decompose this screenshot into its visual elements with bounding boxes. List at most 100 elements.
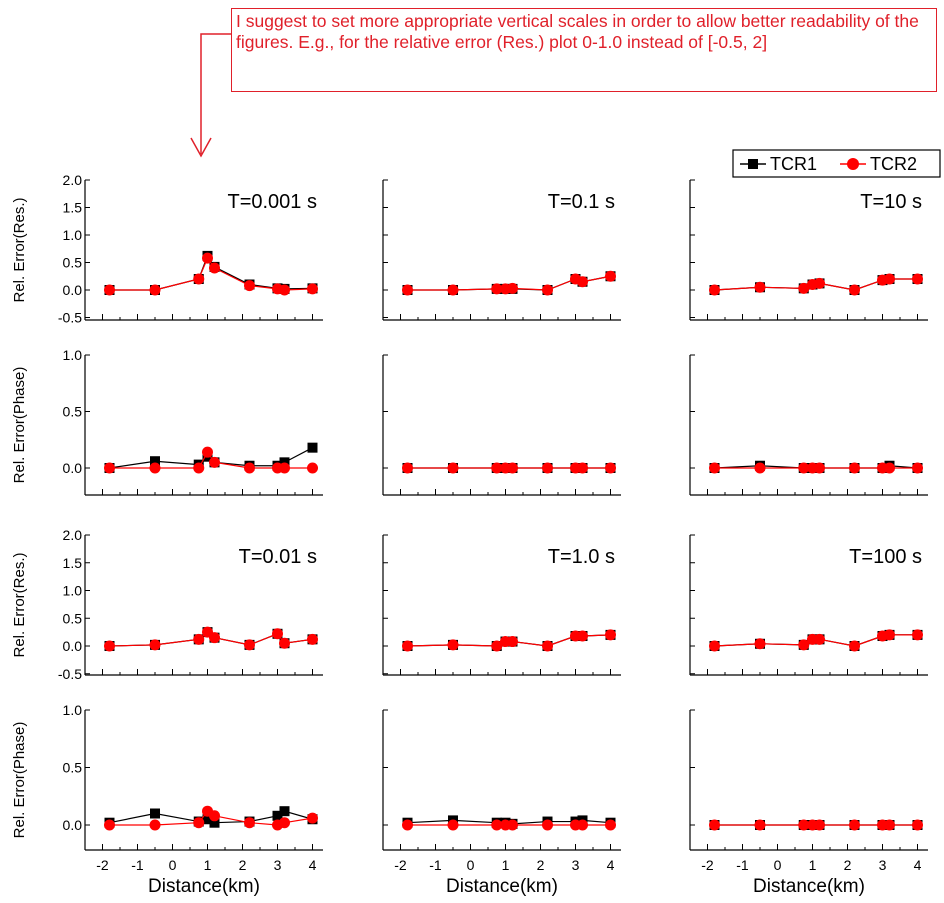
point-tcr2 [577, 630, 588, 642]
y-tick-label: 0.0 [63, 460, 83, 476]
point-tcr1 [279, 457, 290, 468]
panel-label: T=1.0 s [548, 546, 615, 568]
point-tcr2 [209, 810, 220, 822]
y-tick-label: 1.5 [63, 555, 83, 571]
point-tcr2 [279, 462, 290, 474]
point-tcr2 [307, 283, 318, 295]
point-tcr2 [814, 277, 825, 289]
y-tick-label: 0.5 [63, 404, 83, 420]
x-tick-label: 4 [914, 857, 922, 873]
point-tcr2 [491, 819, 503, 831]
point-tcr2 [149, 819, 161, 831]
point-tcr2 [605, 629, 616, 641]
point-tcr2 [279, 817, 290, 829]
point-tcr2 [402, 819, 413, 831]
x-tick-label: 0 [467, 857, 475, 873]
point-tcr2 [149, 462, 161, 474]
y-axis-label-row-0: Rel. Error(Res.) [11, 197, 28, 302]
point-tcr2 [577, 276, 588, 288]
point-tcr2 [202, 446, 213, 458]
panel-r3-c2: -2 -1 0 1 2 3 4 Distance(km) [689, 709, 928, 897]
panel-r1-c1 [382, 354, 621, 496]
point-tcr2 [104, 284, 115, 296]
point-tcr2 [244, 280, 255, 292]
point-tcr2 [307, 812, 318, 824]
point-tcr2 [202, 252, 213, 264]
point-tcr2 [754, 819, 766, 831]
x-tick-label: 3 [572, 857, 580, 873]
point-tcr2 [193, 817, 205, 829]
y-tick-label: -0.5 [58, 666, 82, 682]
point-tcr2 [849, 462, 860, 474]
point-tcr2 [912, 273, 923, 285]
point-tcr2 [447, 639, 459, 651]
y-tick-label: 1.0 [63, 347, 83, 363]
y-tick-label: 1.0 [63, 702, 83, 718]
y-tick-label: 0.5 [63, 610, 83, 626]
panel-r2-c2: T=100 s [689, 534, 928, 676]
point-tcr2 [605, 270, 616, 282]
point-tcr2 [272, 628, 283, 640]
legend-label-tcr1: TCR1 [770, 154, 817, 174]
point-tcr2 [402, 284, 413, 296]
point-tcr2 [709, 462, 720, 474]
point-tcr2 [507, 636, 518, 648]
point-tcr2 [402, 640, 413, 652]
review-comment-box: I suggest to set more appropriate vertic… [231, 8, 937, 92]
point-tcr2 [884, 273, 895, 285]
x-tick-label: 3 [274, 857, 282, 873]
legend-marker-tcr1 [748, 159, 758, 169]
point-tcr2 [447, 462, 459, 474]
x-tick-label: -2 [701, 857, 714, 873]
y-tick-label: 0.0 [63, 638, 83, 654]
x-tick-label: -1 [429, 857, 442, 873]
point-tcr2 [912, 462, 923, 474]
x-axis-label: Distance(km) [753, 876, 865, 897]
panel-r0-c0: 2.0 1.5 1.0 0.5 0.0 -0.5 T=0.001 s [58, 172, 323, 326]
point-tcr2 [577, 462, 588, 474]
point-tcr2 [104, 819, 115, 831]
x-tick-label: -1 [131, 857, 144, 873]
y-axis-label-row-2: Rel. Error(Res.) [11, 552, 28, 657]
point-tcr1 [307, 442, 318, 453]
point-tcr2 [884, 819, 895, 831]
legend-marker-tcr2 [847, 158, 859, 170]
point-tcr2 [754, 281, 766, 293]
point-tcr2 [814, 633, 825, 645]
point-tcr2 [754, 638, 766, 650]
legend-label-tcr2: TCR2 [870, 154, 917, 174]
y-tick-label: 1.0 [63, 227, 83, 243]
point-tcr2 [709, 284, 720, 296]
point-tcr2 [814, 819, 825, 831]
point-tcr1 [150, 456, 160, 467]
panel-label: T=10 s [860, 191, 922, 213]
review-comment-text: I suggest to set more appropriate vertic… [236, 11, 919, 52]
point-tcr2 [605, 462, 616, 474]
point-tcr2 [798, 819, 810, 831]
point-tcr2 [542, 284, 553, 296]
panel-label: T=0.1 s [548, 191, 615, 213]
chart-legend: TCR1 TCR2 [732, 149, 941, 178]
x-tick-label: 1 [502, 857, 510, 873]
point-tcr2 [307, 633, 318, 645]
point-tcr2 [542, 640, 553, 652]
point-tcr2 [307, 462, 318, 474]
x-tick-label: 0 [169, 857, 177, 873]
point-tcr2 [912, 819, 923, 831]
point-tcr1 [209, 817, 220, 828]
y-tick-label: 0.0 [63, 282, 83, 298]
point-tcr2 [814, 462, 825, 474]
point-tcr2 [884, 462, 895, 474]
point-tcr2 [149, 284, 161, 296]
point-tcr2 [244, 639, 255, 651]
point-tcr2 [798, 282, 810, 294]
point-tcr2 [912, 629, 923, 641]
annotation-arrow [190, 33, 231, 158]
point-tcr1 [150, 808, 160, 819]
legend-box [732, 149, 941, 178]
x-tick-label: 1 [204, 857, 212, 873]
y-tick-label: -0.5 [58, 310, 82, 326]
point-tcr2 [447, 284, 459, 296]
x-tick-label: 4 [309, 857, 317, 873]
point-tcr1 [279, 806, 290, 817]
